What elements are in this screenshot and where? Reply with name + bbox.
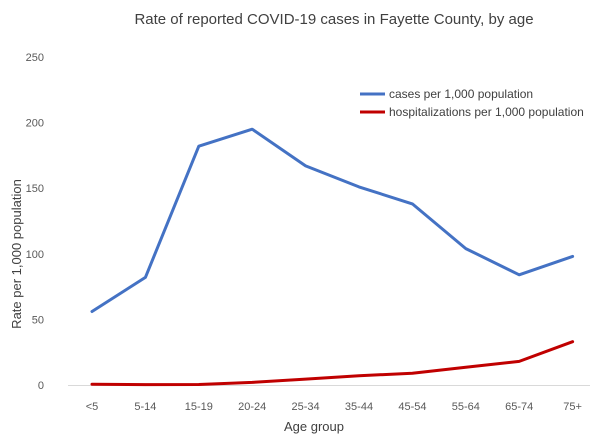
- x-tick-label: 5-14: [134, 401, 156, 413]
- series-line-2: [92, 342, 573, 385]
- x-tick-label: 65-74: [505, 401, 533, 413]
- x-tick-label: 20-24: [238, 401, 266, 413]
- series-layer: [92, 129, 573, 384]
- x-tick-label: 15-19: [185, 401, 213, 413]
- x-tick-label: 25-34: [292, 401, 320, 413]
- x-tick-label: <5: [86, 401, 99, 413]
- y-tick-label: 150: [26, 183, 44, 195]
- legend-label: cases per 1,000 population: [389, 87, 533, 101]
- y-tick-label: 50: [32, 314, 44, 326]
- x-axis-title: Age group: [284, 419, 344, 434]
- y-tick-label: 200: [26, 118, 44, 130]
- series-line-1: [92, 129, 573, 311]
- y-axis-title: Rate per 1,000 population: [9, 179, 24, 329]
- x-tick-label: 55-64: [452, 401, 480, 413]
- x-axis-ticks: <5 5-14 15-19 20-24 25-34 35-44 45-54 55-64 65-7…: [86, 401, 582, 413]
- y-tick-label: 250: [26, 52, 44, 64]
- x-tick-label: 75+: [563, 401, 582, 413]
- y-axis-ticks: 0 50 100 150 200 250: [26, 52, 44, 392]
- x-tick-label: 45-54: [398, 401, 426, 413]
- chart-title: Rate of reported COVID-19 cases in Fayet…: [134, 11, 533, 28]
- y-tick-label: 100: [26, 249, 44, 261]
- y-tick-label: 0: [38, 380, 44, 392]
- legend-label: hospitalizations per 1,000 population: [389, 105, 584, 119]
- legend: cases per 1,000 population hospitalizatio…: [360, 87, 584, 119]
- x-tick-label: 35-44: [345, 401, 373, 413]
